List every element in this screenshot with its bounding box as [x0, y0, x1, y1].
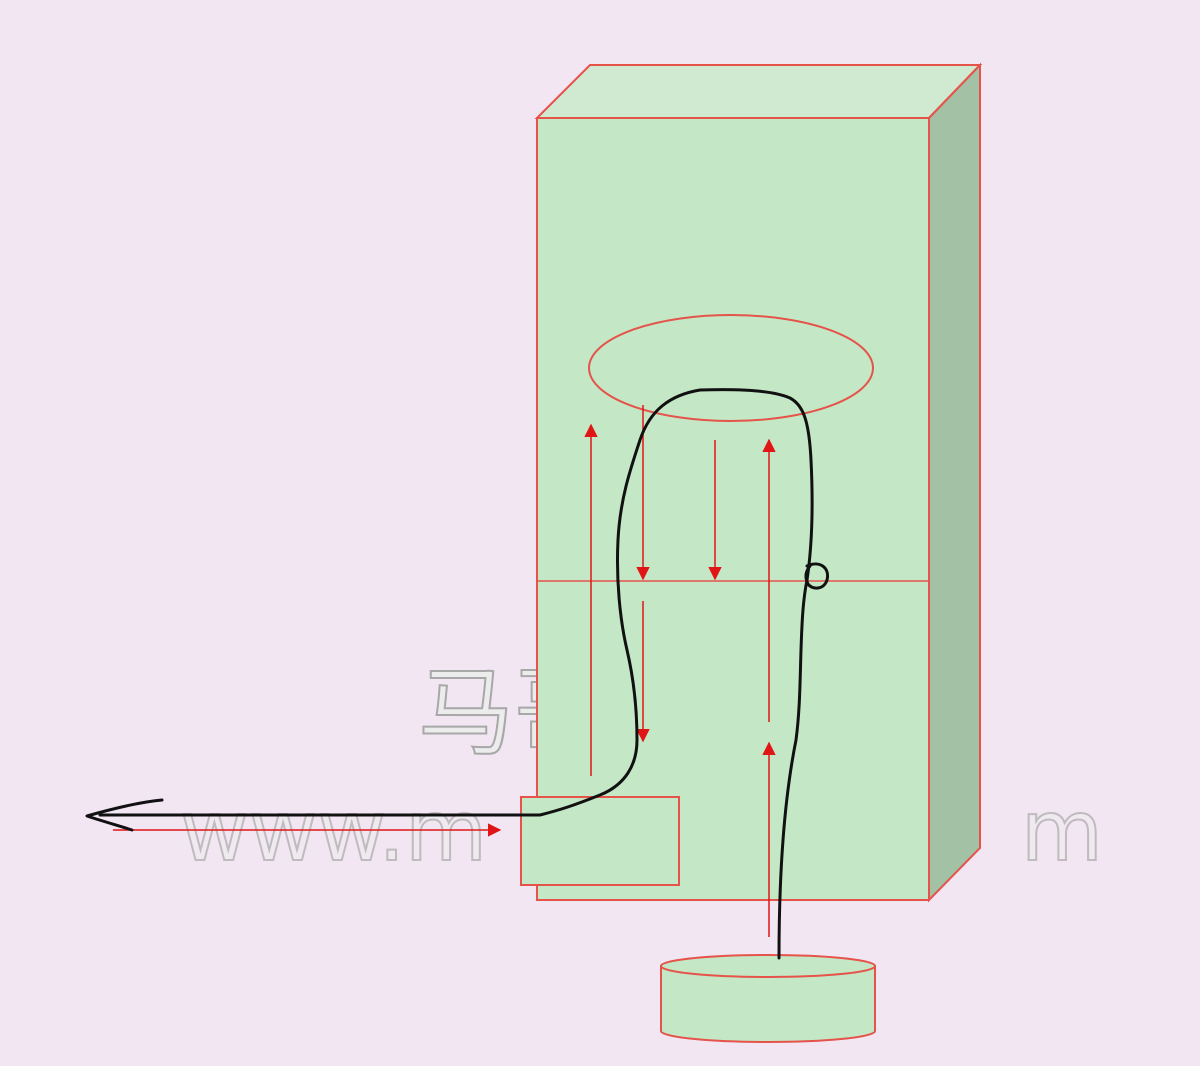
tower-top-ellipse — [588, 314, 874, 422]
flow-arrows — [113, 405, 776, 937]
open-arrowhead-icon — [85, 798, 164, 832]
outlet-box — [520, 796, 680, 886]
base-cylinder — [660, 954, 876, 1043]
base-cylinder-body — [660, 965, 876, 1043]
tower-top-face — [534, 64, 983, 119]
base-cylinder-top — [660, 954, 876, 978]
tower-front-face — [536, 117, 930, 901]
loop-glyph-icon — [804, 562, 830, 590]
tower-box — [534, 62, 983, 903]
hand-drawn-path — [85, 388, 830, 960]
tower-side-face — [928, 62, 981, 903]
hand-drawn-curve — [98, 388, 814, 960]
